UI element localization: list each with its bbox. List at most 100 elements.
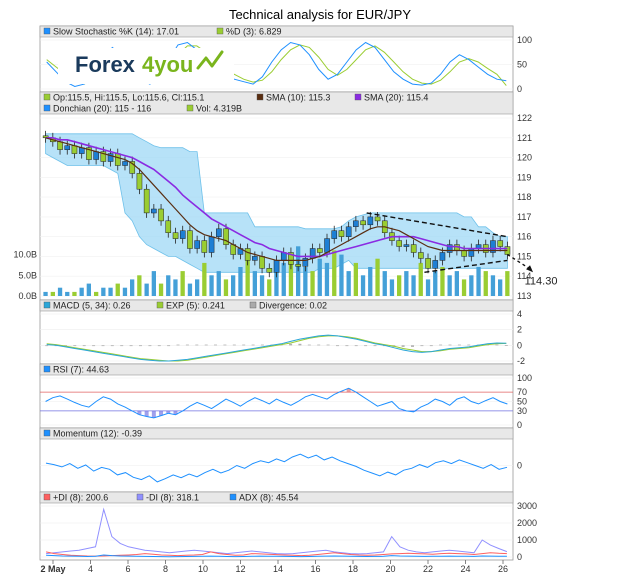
momentum-legend-bar [39, 427, 514, 440]
macd-divergence-bar [157, 345, 161, 347]
candle-body [331, 230, 338, 239]
volume-bar [433, 271, 438, 296]
volume-bar [202, 262, 207, 296]
macd-divergence-bar [120, 345, 124, 347]
logo-background [58, 48, 234, 84]
macd-divergence-bar [457, 344, 461, 346]
sma20-line [45, 137, 508, 258]
volume-bar [216, 271, 221, 296]
rsi-level-label: 70 [517, 387, 527, 397]
macd-divergence-bar [223, 344, 227, 346]
target-price-label: 114.30 [525, 275, 558, 287]
volume-bar [144, 283, 149, 296]
candle-body [367, 216, 374, 226]
candle-body [403, 244, 410, 247]
price-legend-text: SMA (20): 115.4 [364, 93, 428, 103]
macd-divergence-bar [232, 344, 236, 346]
macd-divergence-bar [336, 345, 339, 347]
x-axis-tick-label: 14 [273, 564, 283, 574]
macd-ytick-label: 2 [517, 325, 522, 335]
volume-bar [72, 291, 77, 296]
macd-ytick-label: 4 [517, 309, 522, 319]
chart-title: Technical analysis for EUR/JPY [229, 7, 411, 22]
volume-tick-label: 10.0B [13, 250, 37, 260]
logo-swoosh-icon [196, 50, 224, 70]
volume-bar [79, 287, 84, 296]
candle-body [439, 252, 446, 261]
macd-divergence-bar [129, 345, 133, 347]
volume-bar [267, 279, 272, 296]
x-axis-tick-label: 20 [385, 564, 395, 574]
x-axis-tick-label: 26 [498, 564, 508, 574]
candle-body [410, 244, 417, 253]
adx-legend-text: ADX (8): 45.54 [239, 493, 299, 503]
candle-body [273, 260, 280, 273]
volume-bar [483, 271, 488, 296]
forex4you-logo: Forex 4you [75, 50, 224, 77]
candle-body [353, 220, 359, 227]
volume-bar [115, 283, 120, 296]
candle-body [374, 216, 381, 222]
candle-body [64, 145, 71, 150]
candle-body [179, 230, 186, 239]
price-legend-text: Donchian (20): 115 - 116 [53, 104, 151, 114]
volume-bar [259, 275, 265, 296]
volume-bar [108, 287, 113, 296]
candle-body [216, 228, 222, 237]
volume-bar [137, 275, 142, 296]
macd-divergence-bar [373, 345, 377, 347]
candle-body [71, 145, 78, 154]
macd-divergence-bar [92, 345, 96, 347]
candle-body [114, 153, 121, 166]
macd-legend-swatch [156, 301, 164, 309]
macd-ytick-label: -2 [517, 356, 525, 366]
rsi-oversold-fill [159, 410, 164, 416]
candle-body [345, 226, 352, 237]
macd-legend-bar [39, 299, 514, 312]
volume-bar [469, 275, 474, 296]
candle-body [194, 240, 200, 249]
logo-text-4you: 4you [142, 52, 193, 77]
macd-ytick-label: 0 [517, 340, 522, 350]
macd-divergence-bar [298, 343, 302, 346]
price-ytick-label: 114 [517, 271, 531, 281]
macd-divergence-bar [73, 345, 77, 347]
rsi-legend-swatch [43, 365, 51, 373]
macd-panel [39, 299, 514, 365]
rsi-oversold-fill [137, 410, 142, 415]
volume-bar [339, 254, 344, 296]
macd-divergence-bar [467, 344, 471, 346]
candle-body [201, 240, 208, 253]
macd-divergence-bar [411, 345, 414, 347]
x-axis-tick-label: 18 [348, 564, 358, 574]
volume-bar [317, 258, 322, 296]
candle-body [244, 248, 251, 261]
candle-body [208, 236, 215, 253]
macd-divergence-bar [214, 344, 217, 346]
candle-body [468, 248, 475, 257]
candle-body [497, 240, 504, 247]
candle-body [360, 220, 366, 226]
macd-legend-text: EXP (5): 0.241 [166, 301, 225, 311]
volume-bar [440, 267, 445, 296]
volume-bar [274, 267, 279, 296]
volume-bar [151, 271, 156, 296]
price-ytick-label: 117 [517, 212, 531, 222]
rsi-legend-text: RSI (7): 44.63 [53, 365, 109, 375]
volume-bar [158, 283, 164, 296]
momentum-legend-swatch [43, 429, 51, 437]
volume-bar [281, 262, 286, 296]
momentum-panel [39, 427, 514, 493]
stochastic-legend-text: %D (3): 6.829 [226, 27, 282, 37]
volume-bar [418, 262, 423, 296]
logo-text-forex: Forex [75, 52, 136, 77]
candle-body [143, 188, 150, 214]
macd-divergence-bar [420, 345, 424, 347]
candle-body [136, 173, 143, 190]
candle-body [338, 230, 345, 237]
rsi-level-label: 30 [517, 406, 527, 416]
stochastic-ytick-label: 100 [517, 35, 532, 45]
volume-bar [209, 275, 214, 296]
volume-bar [180, 271, 185, 296]
